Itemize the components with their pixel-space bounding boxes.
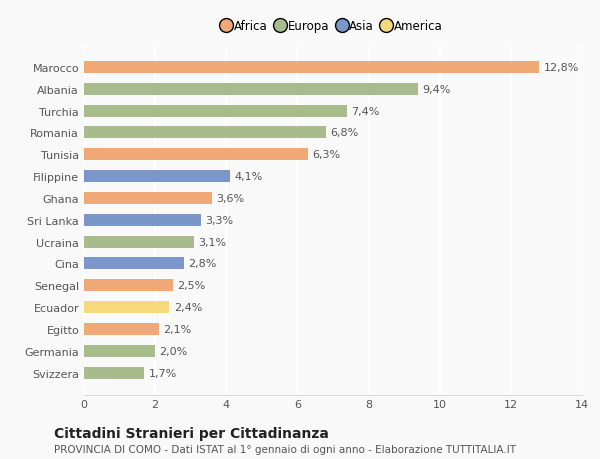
Bar bbox=[84, 345, 155, 357]
Text: 12,8%: 12,8% bbox=[544, 63, 579, 73]
Text: 1,7%: 1,7% bbox=[149, 368, 177, 378]
Text: 4,1%: 4,1% bbox=[234, 172, 262, 182]
Bar bbox=[84, 280, 173, 292]
Text: 6,8%: 6,8% bbox=[330, 128, 358, 138]
Bar bbox=[84, 149, 308, 161]
Text: 9,4%: 9,4% bbox=[422, 84, 451, 95]
Bar bbox=[84, 367, 145, 379]
Text: 3,3%: 3,3% bbox=[206, 215, 234, 225]
Bar bbox=[84, 171, 230, 183]
Bar bbox=[84, 258, 184, 270]
Text: Cittadini Stranieri per Cittadinanza: Cittadini Stranieri per Cittadinanza bbox=[54, 426, 329, 440]
Text: 7,4%: 7,4% bbox=[352, 106, 380, 116]
Text: 2,4%: 2,4% bbox=[173, 302, 202, 313]
Text: PROVINCIA DI COMO - Dati ISTAT al 1° gennaio di ogni anno - Elaborazione TUTTITA: PROVINCIA DI COMO - Dati ISTAT al 1° gen… bbox=[54, 444, 516, 454]
Bar bbox=[84, 84, 418, 95]
Text: 3,1%: 3,1% bbox=[199, 237, 227, 247]
Text: 3,6%: 3,6% bbox=[217, 194, 244, 203]
Bar bbox=[84, 214, 202, 226]
Bar bbox=[84, 106, 347, 118]
Bar bbox=[84, 236, 194, 248]
Bar bbox=[84, 323, 159, 335]
Text: 2,8%: 2,8% bbox=[188, 259, 216, 269]
Bar bbox=[84, 192, 212, 205]
Text: 6,3%: 6,3% bbox=[313, 150, 340, 160]
Text: 2,0%: 2,0% bbox=[160, 346, 188, 356]
Legend: Africa, Europa, Asia, America: Africa, Europa, Asia, America bbox=[220, 17, 446, 37]
Bar bbox=[84, 127, 326, 139]
Text: 2,5%: 2,5% bbox=[177, 281, 205, 291]
Text: 2,1%: 2,1% bbox=[163, 325, 191, 334]
Bar bbox=[84, 302, 169, 313]
Bar bbox=[84, 62, 539, 74]
